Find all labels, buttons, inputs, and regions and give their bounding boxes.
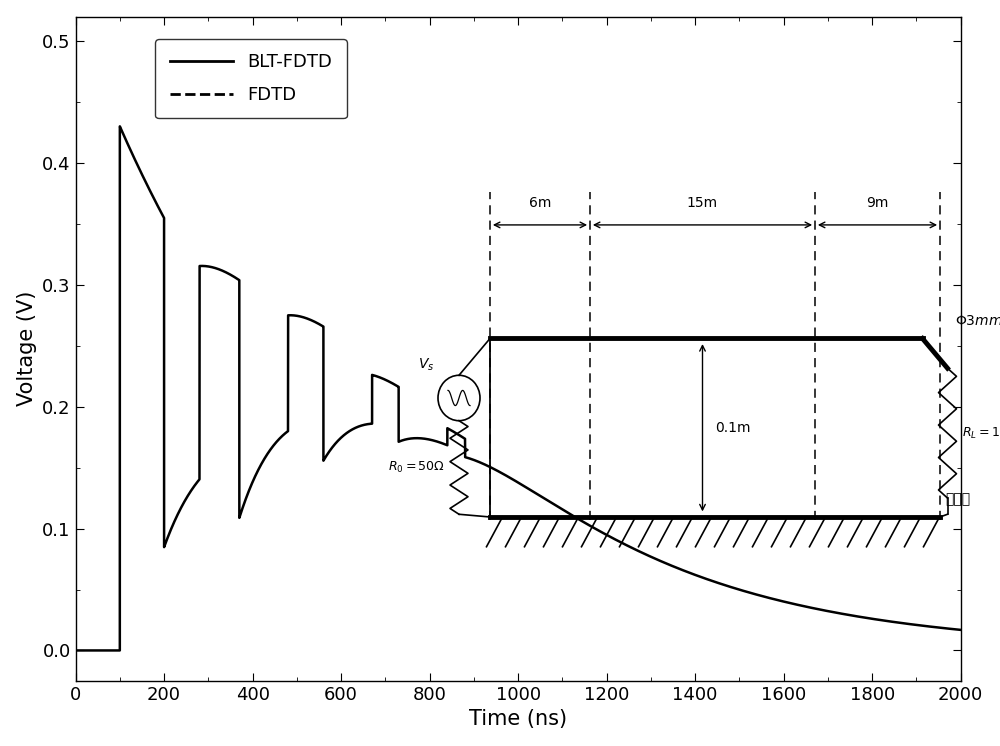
BLT-FDTD: [114, 122, 126, 131]
Text: $\Phi3mm$: $\Phi3mm$: [955, 314, 1000, 328]
Text: 9m: 9m: [866, 195, 889, 210]
FDTD: [332, 436, 344, 445]
BLT-FDTD: [118, 131, 130, 140]
Text: 6m: 6m: [529, 195, 551, 210]
BLT-FDTD: [70, 646, 82, 655]
Legend: BLT-FDTD, FDTD: BLT-FDTD, FDTD: [155, 39, 347, 119]
BLT-FDTD: [527, 487, 539, 496]
FDTD: [734, 586, 746, 595]
Line: BLT-FDTD: BLT-FDTD: [76, 126, 961, 651]
BLT-FDTD: [633, 547, 645, 556]
Y-axis label: Voltage (V): Voltage (V): [17, 291, 37, 407]
FDTD: [114, 122, 126, 131]
FDTD: [475, 459, 487, 468]
Text: $R_0=50\Omega$: $R_0=50\Omega$: [388, 460, 445, 475]
Text: 理想地: 理想地: [945, 492, 970, 507]
FDTD: [118, 131, 130, 140]
FDTD: [70, 646, 82, 655]
BLT-FDTD: [475, 459, 487, 468]
BLT-FDTD: [332, 436, 344, 445]
BLT-FDTD: [734, 586, 746, 595]
FDTD: [955, 625, 967, 634]
X-axis label: Time (ns): Time (ns): [469, 709, 567, 730]
Text: 15m: 15m: [687, 195, 718, 210]
FDTD: [527, 487, 539, 496]
BLT-FDTD: [955, 625, 967, 634]
Text: $R_L=100\Omega$: $R_L=100\Omega$: [962, 426, 1000, 441]
Text: $V_s$: $V_s$: [418, 357, 434, 373]
FDTD: [633, 547, 645, 556]
Text: 0.1m: 0.1m: [715, 421, 750, 435]
Line: FDTD: FDTD: [76, 126, 961, 651]
